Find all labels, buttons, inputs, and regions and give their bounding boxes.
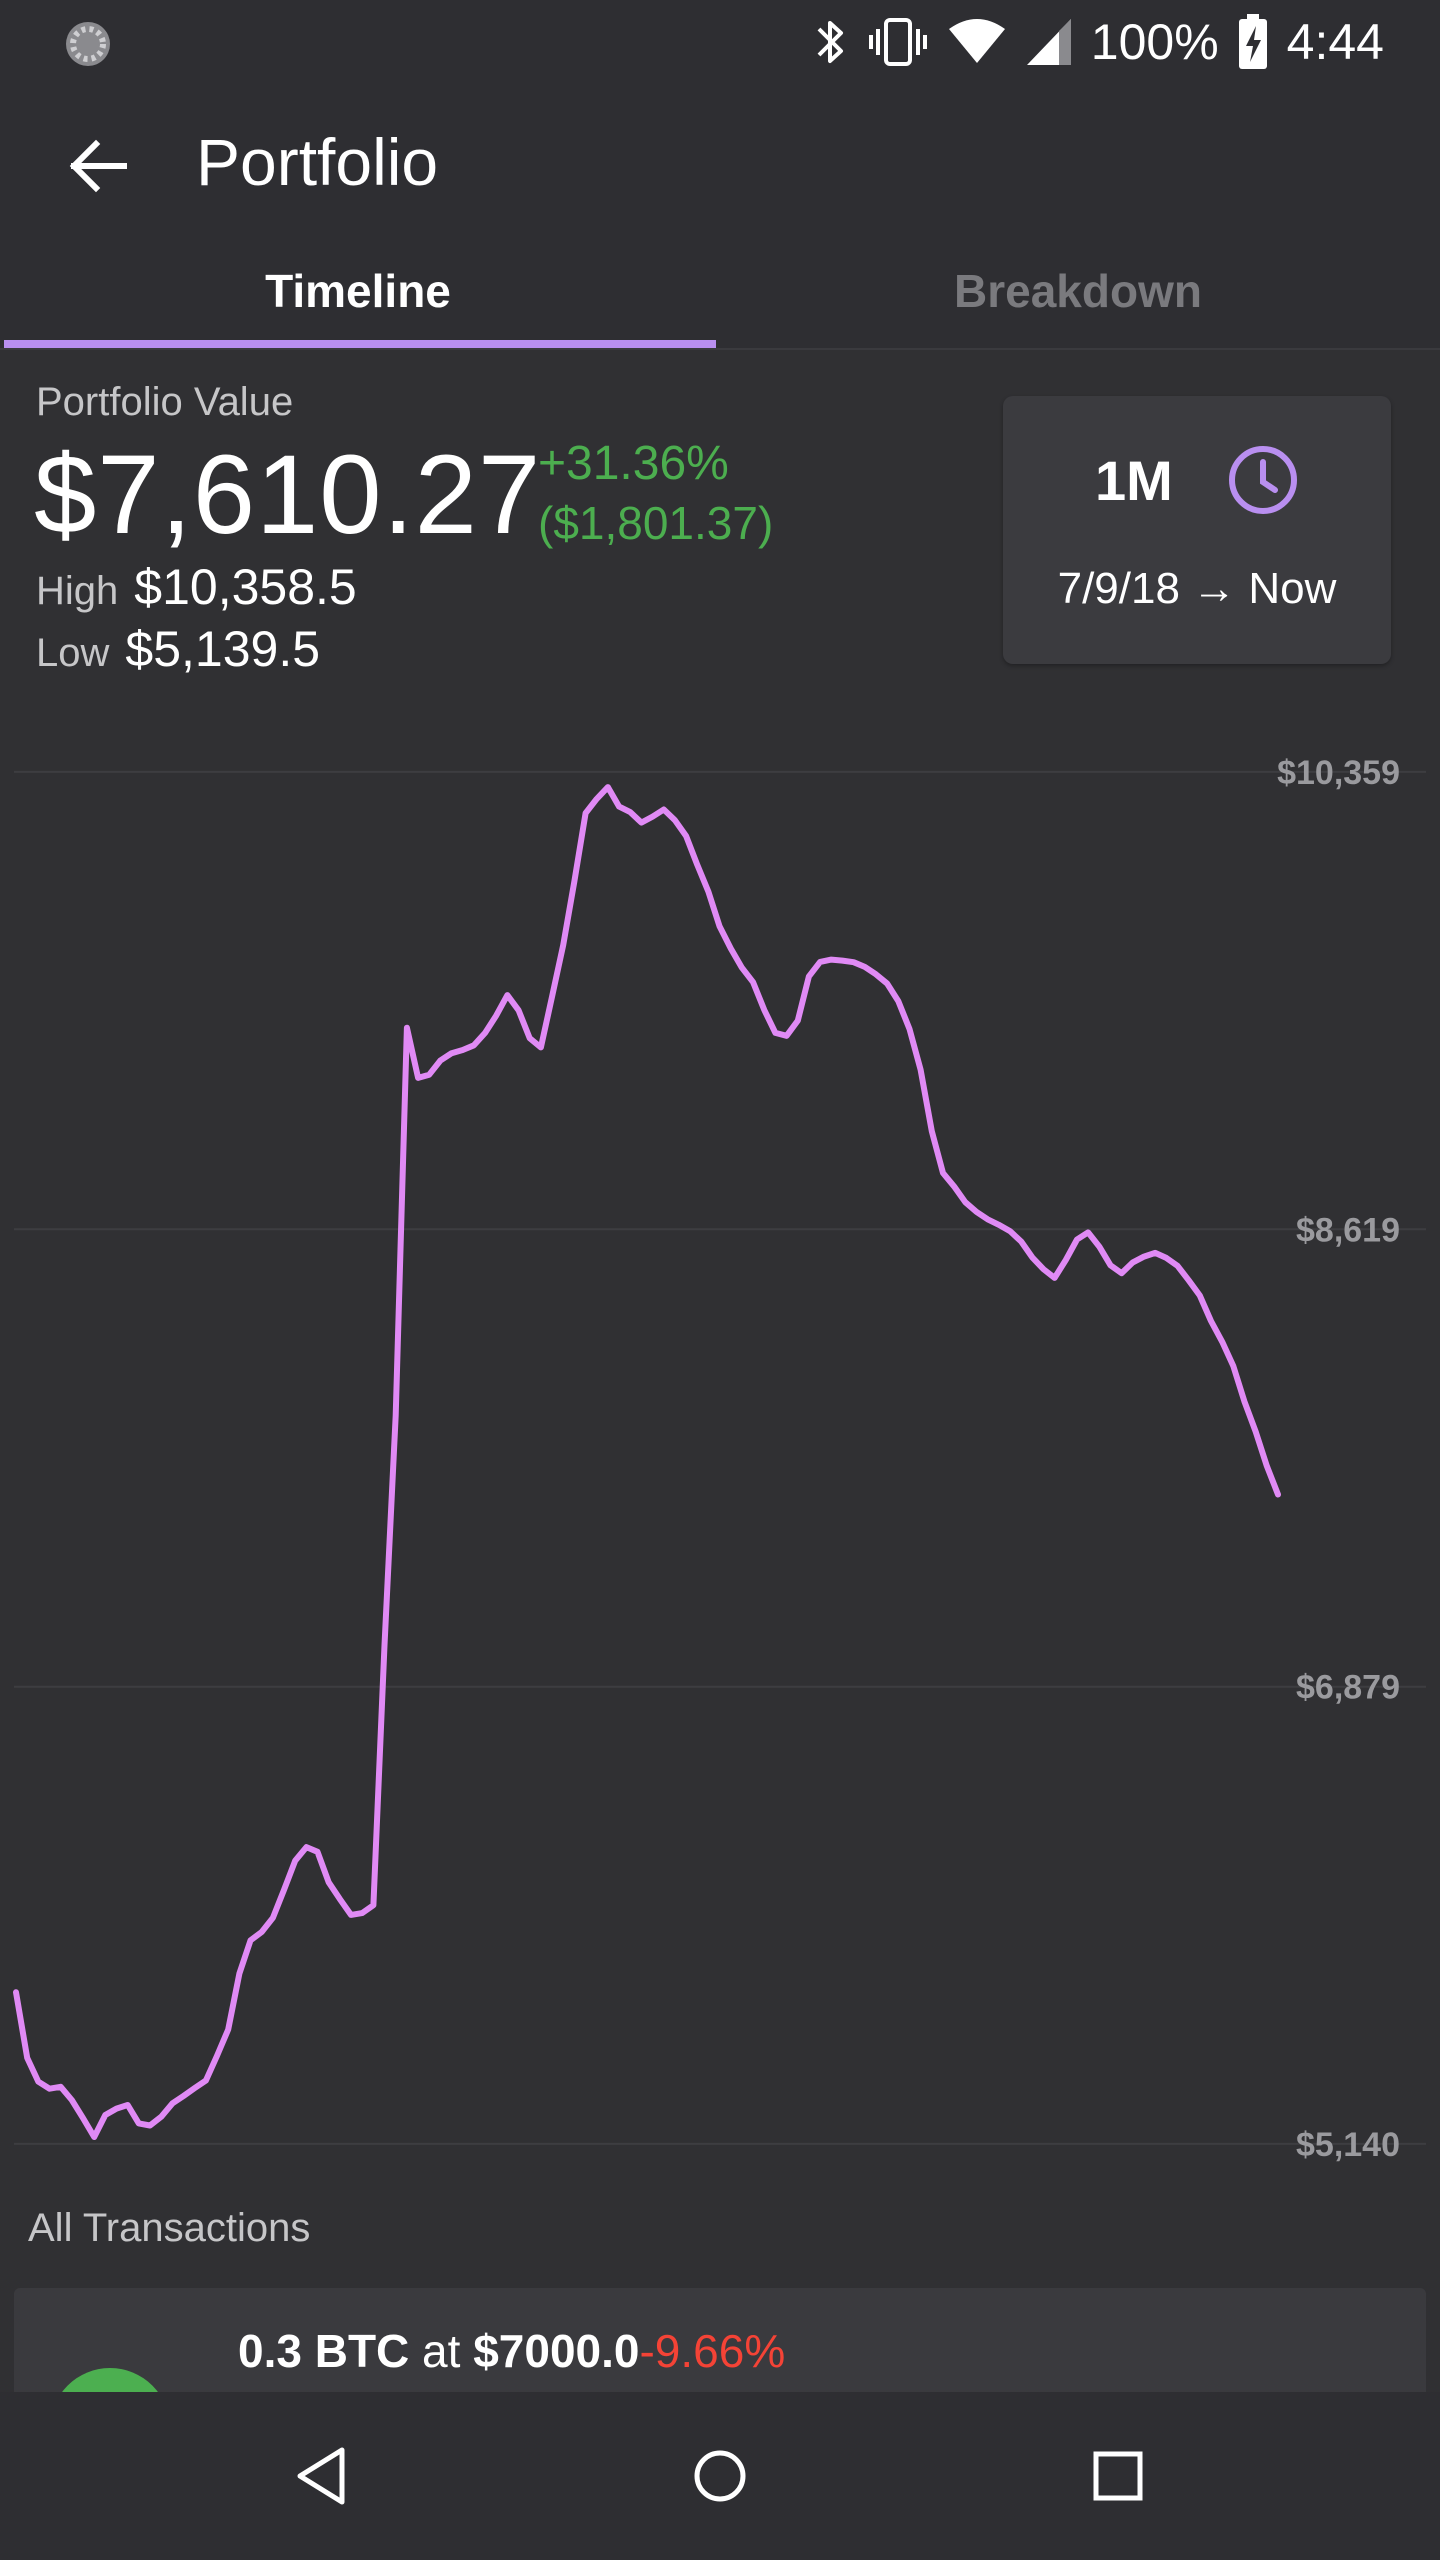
- y-tick-label: $5,140: [1296, 2126, 1400, 2164]
- y-tick-label: $10,359: [1277, 754, 1400, 792]
- tx-at: at: [422, 2325, 461, 2377]
- portfolio-value-label: Portfolio Value: [36, 380, 294, 424]
- tab-timeline[interactable]: Timeline: [265, 265, 451, 317]
- nav-home-button[interactable]: [670, 2426, 770, 2526]
- nav-recents-button[interactable]: [1068, 2426, 1168, 2526]
- tx-price: $7000.0: [473, 2325, 640, 2377]
- change-amount: ($1,801.37): [538, 497, 774, 549]
- high-row: High $10,358.5: [36, 558, 357, 616]
- time-range-selector[interactable]: 1M 7/9/18 → Now: [1003, 396, 1391, 664]
- tab-bar: Timeline Breakdown: [0, 234, 1440, 350]
- high-label: High: [36, 569, 119, 613]
- range-period: 1M: [1095, 449, 1173, 512]
- vibrate-icon: [867, 15, 929, 69]
- tx-change: -9.66%: [639, 2325, 786, 2377]
- change-percent: +31.36%: [538, 437, 729, 490]
- y-tick-label: $8,619: [1296, 1211, 1400, 1249]
- system-nav-bar: [0, 2392, 1440, 2560]
- battery-level: 100%: [1090, 14, 1219, 70]
- signal-icon: [1025, 17, 1073, 67]
- transaction-summary: 0.3 BTC at $7000.0-9.66%: [238, 2324, 785, 2378]
- battery-charging-icon: [1237, 14, 1269, 70]
- wifi-icon: [947, 17, 1007, 67]
- portfolio-value: $7,610.27: [34, 432, 542, 557]
- status-icons: 100% 4:44: [811, 0, 1384, 84]
- portfolio-value-series-line: [13, 784, 1281, 2140]
- clock-icon: [1229, 446, 1297, 514]
- y-tick-label: $6,879: [1296, 1669, 1400, 1707]
- range-dates: 7/9/18 → Now: [1057, 564, 1337, 613]
- portfolio-line-chart: $10,359 $8,619 $6,879 $5,140: [13, 754, 1426, 2164]
- app-bar: Portfolio: [0, 84, 1440, 234]
- low-row: Low $5,139.5: [36, 620, 320, 678]
- arrow-left-icon: [69, 139, 127, 193]
- nav-recents-icon: [1093, 2451, 1143, 2501]
- low-label: Low: [36, 631, 110, 675]
- high-value: $10,358.5: [134, 559, 357, 615]
- back-button[interactable]: [50, 118, 146, 214]
- tx-amount: 0.3 BTC: [238, 2325, 410, 2377]
- tab-indicator: [4, 340, 716, 348]
- clock-time: 4:44: [1286, 14, 1384, 70]
- nav-back-icon: [297, 2447, 345, 2505]
- low-value: $5,139.5: [125, 621, 321, 677]
- nav-back-button[interactable]: [272, 2426, 372, 2526]
- transactions-heading: All Transactions: [28, 2206, 311, 2250]
- loading-icon: [62, 18, 114, 70]
- status-bar: 100% 4:44: [0, 0, 1440, 84]
- nav-home-icon: [694, 2450, 746, 2502]
- bluetooth-icon: [811, 15, 849, 69]
- page-title: Portfolio: [196, 125, 439, 199]
- tab-breakdown[interactable]: Breakdown: [954, 265, 1202, 317]
